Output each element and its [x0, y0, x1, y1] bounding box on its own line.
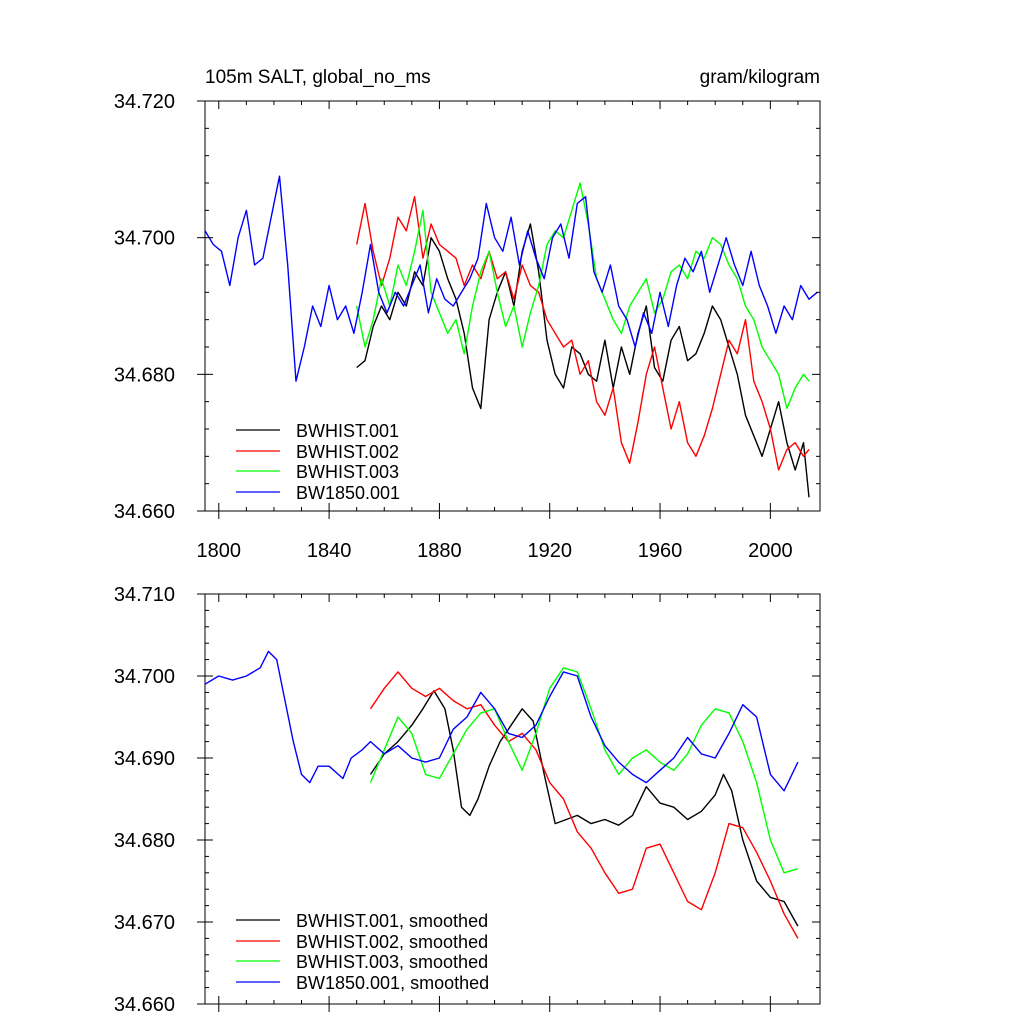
legend-label-bwhist-001-smoothed: BWHIST.001, smoothed	[296, 911, 488, 931]
y-tick-label: 34.700	[114, 228, 175, 250]
series-line-bw1850-001-smoothed	[204, 650, 799, 792]
y-tick-label: 34.710	[114, 584, 175, 606]
bottom-plot-panel: 34.660 34.670 34.680 34.690 34.700 34.710 BWH…	[114, 584, 821, 1016]
bottom-plot-axes: 34.660 34.670 34.680 34.690 34.700 34.710	[114, 584, 820, 1016]
legend-label-bwhist-003: BWHIST.003	[296, 462, 399, 482]
x-tick-label: 1800	[197, 540, 242, 562]
series-line-bwhist-002	[356, 196, 810, 471]
top-plot-axes: 1800 1840 1880 1920 1960 2000 34.660 34.680 34.7…	[114, 91, 820, 562]
legend-label-bw1850-001: BW1850.001	[296, 483, 400, 503]
bottom-plot-legend: BWHIST.001, smoothed BWHIST.002, smoothe…	[236, 911, 489, 993]
top-plot-series-layer	[204, 175, 818, 498]
y-tick-label: 34.660	[114, 994, 175, 1016]
legend-label-bwhist-001: BWHIST.001	[296, 421, 399, 441]
top-plot-legend: BWHIST.001 BWHIST.002 BWHIST.003 BW1850.…	[236, 421, 400, 503]
series-line-bwhist-001	[356, 223, 810, 498]
legend-label-bwhist-003-smoothed: BWHIST.003, smoothed	[296, 952, 488, 972]
y-tick-label: 34.720	[114, 91, 175, 113]
x-tick-label: 1840	[307, 540, 352, 562]
top-plot-title-right: gram/kilogram	[700, 67, 820, 88]
bottom-plot-series-layer	[204, 650, 799, 939]
series-line-bwhist-002-smoothed	[369, 671, 799, 939]
y-tick-label: 34.680	[114, 830, 175, 852]
legend-label-bwhist-002: BWHIST.002	[296, 442, 399, 462]
top-plot-panel: 105m SALT, global_no_ms gram/kilogram 18…	[114, 67, 821, 562]
series-line-bwhist-003-smoothed	[369, 667, 799, 874]
series-line-bwhist-001-smoothed	[369, 690, 799, 927]
y-tick-label: 34.680	[114, 364, 175, 386]
y-tick-label: 34.660	[114, 501, 175, 523]
bottom-plot-frame	[204, 593, 821, 1005]
y-tick-label: 34.670	[114, 912, 175, 934]
series-line-bw1850-001	[204, 175, 818, 382]
x-tick-label: 1920	[527, 540, 572, 562]
x-tick-label: 1960	[638, 540, 683, 562]
y-tick-label: 34.690	[114, 748, 175, 770]
legend-label-bw1850-001-smoothed: BW1850.001, smoothed	[296, 973, 489, 993]
series-line-bwhist-003	[356, 182, 810, 410]
top-plot-title-left: 105m SALT, global_no_ms	[205, 67, 431, 88]
legend-label-bwhist-002-smoothed: BWHIST.002, smoothed	[296, 932, 488, 952]
x-tick-label: 1880	[417, 540, 462, 562]
x-tick-label: 2000	[748, 540, 793, 562]
top-plot-frame	[204, 100, 821, 512]
y-tick-label: 34.700	[114, 666, 175, 688]
